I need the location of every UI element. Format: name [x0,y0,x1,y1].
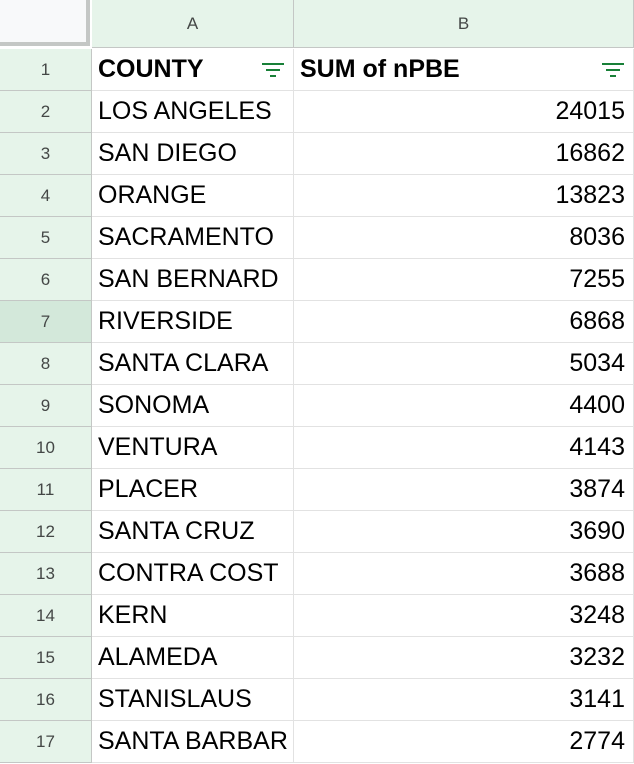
sum-cell[interactable]: 8036 [294,217,634,259]
sum-cell[interactable]: 7255 [294,259,634,301]
table-row: 11 PLACER 3874 [0,469,634,511]
sum-cell[interactable]: 3248 [294,595,634,637]
sum-cell[interactable]: 5034 [294,343,634,385]
county-cell[interactable]: RIVERSIDE [92,301,294,343]
row-number[interactable]: 17 [0,721,92,763]
row-number[interactable]: 10 [0,427,92,469]
table-row: 5 SACRAMENTO 8036 [0,217,634,259]
county-cell[interactable]: ALAMEDA [92,637,294,679]
table-row: 2 LOS ANGELES 24015 [0,91,634,133]
row-number[interactable]: 11 [0,469,92,511]
table-row: 4 ORANGE 13823 [0,175,634,217]
county-cell[interactable]: SONOMA [92,385,294,427]
county-cell[interactable]: STANISLAUS [92,679,294,721]
county-cell[interactable]: ORANGE [92,175,294,217]
header-cell-county[interactable]: COUNTY [92,49,294,91]
header-row: 1 COUNTY SUM of nPBE [0,49,634,91]
rows-container: 1 COUNTY SUM of nPBE 2 LOS ANGELES 24015 3 S… [0,49,634,763]
county-cell[interactable]: SANTA CRUZ [92,511,294,553]
header-cell-sum[interactable]: SUM of nPBE [294,49,634,91]
county-cell[interactable]: SACRAMENTO [92,217,294,259]
header-label-sum: SUM of nPBE [300,55,460,83]
sum-cell[interactable]: 3690 [294,511,634,553]
table-row: 10 VENTURA 4143 [0,427,634,469]
sum-cell[interactable]: 3232 [294,637,634,679]
sum-cell[interactable]: 3688 [294,553,634,595]
county-cell[interactable]: SANTA BARBAR [92,721,294,763]
sum-cell[interactable]: 24015 [294,91,634,133]
filter-icon[interactable] [259,60,287,80]
row-number[interactable]: 16 [0,679,92,721]
sum-cell[interactable]: 4143 [294,427,634,469]
row-number[interactable]: 14 [0,595,92,637]
filter-icon[interactable] [599,60,627,80]
table-row: 8 SANTA CLARA 5034 [0,343,634,385]
row-number[interactable]: 13 [0,553,92,595]
column-header-b[interactable]: B [294,0,634,48]
sum-cell[interactable]: 6868 [294,301,634,343]
sum-cell[interactable]: 3874 [294,469,634,511]
header-label-county: COUNTY [98,55,204,83]
row-number[interactable]: 8 [0,343,92,385]
column-header-a[interactable]: A [92,0,294,48]
county-cell[interactable]: LOS ANGELES [92,91,294,133]
table-row: 6 SAN BERNARD 7255 [0,259,634,301]
row-number[interactable]: 9 [0,385,92,427]
select-all-corner[interactable] [0,0,90,46]
sum-cell[interactable]: 4400 [294,385,634,427]
row-number[interactable]: 4 [0,175,92,217]
table-row: 12 SANTA CRUZ 3690 [0,511,634,553]
county-cell[interactable]: VENTURA [92,427,294,469]
county-cell[interactable]: PLACER [92,469,294,511]
county-cell[interactable]: SANTA CLARA [92,343,294,385]
row-number[interactable]: 1 [0,49,92,91]
county-cell[interactable]: SAN BERNARD [92,259,294,301]
table-row: 7 RIVERSIDE 6868 [0,301,634,343]
sum-cell[interactable]: 3141 [294,679,634,721]
county-cell[interactable]: KERN [92,595,294,637]
table-row: 9 SONOMA 4400 [0,385,634,427]
row-number[interactable]: 7 [0,301,92,343]
table-row: 15 ALAMEDA 3232 [0,637,634,679]
row-number[interactable]: 2 [0,91,92,133]
county-cell[interactable]: SAN DIEGO [92,133,294,175]
table-row: 17 SANTA BARBAR 2774 [0,721,634,763]
sum-cell[interactable]: 13823 [294,175,634,217]
table-row: 13 CONTRA COST 3688 [0,553,634,595]
sum-cell[interactable]: 2774 [294,721,634,763]
sum-cell[interactable]: 16862 [294,133,634,175]
table-row: 16 STANISLAUS 3141 [0,679,634,721]
row-number[interactable]: 12 [0,511,92,553]
row-number[interactable]: 6 [0,259,92,301]
row-number[interactable]: 15 [0,637,92,679]
row-number[interactable]: 3 [0,133,92,175]
row-number[interactable]: 5 [0,217,92,259]
county-cell[interactable]: CONTRA COST [92,553,294,595]
table-row: 3 SAN DIEGO 16862 [0,133,634,175]
table-row: 14 KERN 3248 [0,595,634,637]
